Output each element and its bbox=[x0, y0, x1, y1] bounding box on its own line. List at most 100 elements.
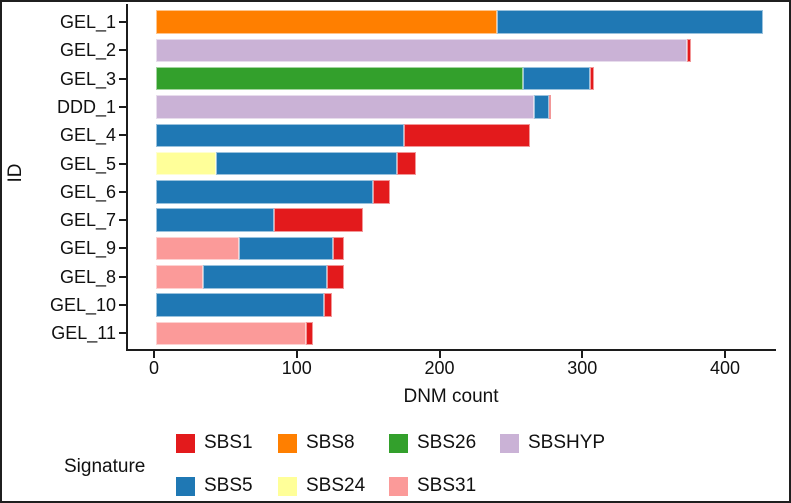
bar-GEL_2 bbox=[156, 38, 692, 63]
bar-segment-GEL_11-SBS31 bbox=[156, 321, 306, 346]
x-tick-mark-400 bbox=[724, 351, 726, 358]
legend-swatch-SBS24 bbox=[278, 476, 297, 496]
x-tick-mark-200 bbox=[438, 351, 441, 358]
x-axis-title: DNM count bbox=[403, 386, 499, 407]
bar-segment-GEL_9-SBS5 bbox=[238, 236, 333, 261]
legend-label-SBSHYP: SBSHYP bbox=[528, 432, 606, 453]
legend-label-SBS24: SBS24 bbox=[306, 475, 366, 496]
x-tick-label-200: 200 bbox=[424, 358, 455, 378]
legend-item-SBS8: SBS8 bbox=[278, 433, 355, 453]
bar-segment-DDD_1-SBS5 bbox=[534, 95, 549, 119]
y-tick-label-GEL_1: GEL_1 bbox=[59, 12, 116, 33]
legend-swatch-SBSHYP bbox=[500, 433, 519, 453]
bar-segment-GEL_8-SBS1 bbox=[327, 265, 345, 289]
y-tick-mark-GEL_9 bbox=[119, 247, 126, 250]
bar-segment-GEL_7-SBS1 bbox=[274, 208, 363, 232]
y-tick-mark-GEL_5 bbox=[119, 162, 126, 165]
bar-GEL_3 bbox=[156, 66, 595, 91]
bar-GEL_11 bbox=[156, 321, 313, 346]
bar-GEL_7 bbox=[156, 208, 363, 232]
legend-label-SBS1: SBS1 bbox=[204, 432, 253, 453]
x-tick-label-400: 400 bbox=[709, 358, 741, 378]
y-tick-label-GEL_3: GEL_3 bbox=[59, 68, 116, 89]
legend-label-SBS8: SBS8 bbox=[306, 432, 355, 453]
legend-item-SBSHYP: SBSHYP bbox=[500, 433, 605, 453]
y-tick-label-GEL_10: GEL_10 bbox=[49, 295, 116, 316]
legend-item-SBS24: SBS24 bbox=[278, 476, 365, 496]
bar-GEL_9 bbox=[156, 236, 345, 261]
bar-segment-DDD_1-SBSHYP bbox=[156, 95, 535, 119]
legend-item-SBS1: SBS1 bbox=[176, 433, 253, 453]
bar-segment-GEL_9-SBS31 bbox=[156, 236, 239, 261]
bar-segment-GEL_4-SBS5 bbox=[156, 123, 405, 147]
bar-GEL_1 bbox=[156, 10, 763, 34]
y-tick-label-GEL_9: GEL_9 bbox=[59, 238, 116, 259]
y-tick-mark-GEL_8 bbox=[119, 275, 126, 278]
legend-item-SBS31: SBS31 bbox=[389, 476, 476, 496]
bar-segment-GEL_6-SBS1 bbox=[372, 180, 391, 204]
bar-segment-GEL_9-SBS1 bbox=[332, 236, 345, 261]
bar-segment-GEL_1-SBS5 bbox=[497, 10, 763, 34]
x-tick-mark-0 bbox=[153, 351, 155, 358]
y-tick-mark-DDD_1 bbox=[119, 105, 126, 108]
bar-segment-GEL_5-SBS5 bbox=[215, 151, 398, 176]
bar-segment-GEL_1-SBS8 bbox=[156, 10, 498, 34]
y-tick-mark-GEL_10 bbox=[119, 304, 126, 307]
bar-segment-GEL_8-SBS5 bbox=[203, 265, 328, 289]
y-tick-label-GEL_7: GEL_7 bbox=[59, 210, 116, 231]
bar-segment-GEL_7-SBS5 bbox=[156, 208, 275, 232]
bar-GEL_8 bbox=[156, 265, 345, 289]
bar-GEL_5 bbox=[156, 151, 416, 176]
y-tick-label-GEL_8: GEL_8 bbox=[59, 266, 116, 287]
bar-GEL_10 bbox=[156, 293, 332, 317]
legend-swatch-SBS8 bbox=[278, 433, 297, 453]
legend-title: Signature bbox=[64, 456, 146, 477]
legend-swatch-SBS31 bbox=[389, 476, 408, 496]
y-tick-label-GEL_4: GEL_4 bbox=[59, 125, 116, 146]
legend-label-SBS5: SBS5 bbox=[204, 475, 253, 496]
y-tick-mark-GEL_7 bbox=[119, 219, 126, 222]
bar-segment-GEL_10-SBS5 bbox=[156, 293, 325, 317]
y-tick-mark-GEL_6 bbox=[119, 190, 126, 193]
legend-swatch-SBS26 bbox=[389, 433, 408, 453]
y-tick-mark-GEL_4 bbox=[119, 134, 126, 137]
bar-segment-GEL_5-SBS24 bbox=[156, 151, 216, 176]
bar-segment-GEL_8-SBS31 bbox=[156, 265, 204, 289]
y-tick-label-GEL_6: GEL_6 bbox=[59, 181, 116, 202]
legend-label-SBS26: SBS26 bbox=[417, 432, 477, 453]
y-tick-mark-GEL_3 bbox=[119, 77, 126, 80]
y-tick-mark-GEL_1 bbox=[119, 21, 126, 24]
bar-GEL_4 bbox=[156, 123, 530, 147]
bar-segment-GEL_5-SBS1 bbox=[397, 151, 416, 176]
bar-segment-DDD_1-SBS1 bbox=[548, 95, 552, 119]
bar-segment-GEL_2-SBSHYP bbox=[156, 38, 688, 63]
bar-DDD_1 bbox=[156, 95, 552, 119]
legend-label-SBS31: SBS31 bbox=[417, 475, 477, 496]
bar-segment-GEL_2-SBS1 bbox=[687, 38, 692, 63]
legend-swatch-SBS5 bbox=[176, 476, 195, 496]
y-tick-label-GEL_5: GEL_5 bbox=[59, 153, 116, 174]
bar-segment-GEL_3-SBS26 bbox=[156, 66, 523, 91]
bar-segment-GEL_3-SBS1 bbox=[589, 66, 595, 91]
x-tick-label-0: 0 bbox=[148, 358, 159, 378]
x-tick-label-300: 300 bbox=[567, 358, 598, 378]
plot-panel bbox=[126, 4, 776, 351]
bar-segment-GEL_6-SBS5 bbox=[156, 180, 373, 204]
x-tick-mark-100 bbox=[295, 351, 298, 358]
y-tick-mark-GEL_11 bbox=[119, 332, 126, 335]
bar-segment-GEL_11-SBS1 bbox=[305, 321, 313, 346]
bar-GEL_6 bbox=[156, 180, 391, 204]
legend-item-SBS26: SBS26 bbox=[389, 433, 476, 453]
x-tick-label-100: 100 bbox=[281, 358, 312, 378]
legend-item-SBS5: SBS5 bbox=[176, 476, 253, 496]
y-tick-mark-GEL_2 bbox=[119, 49, 126, 52]
y-tick-label-DDD_1: DDD_1 bbox=[56, 96, 116, 117]
bar-segment-GEL_10-SBS1 bbox=[324, 293, 332, 317]
bar-segment-GEL_3-SBS5 bbox=[522, 66, 590, 91]
legend-swatch-SBS1 bbox=[176, 433, 195, 453]
y-tick-label-GEL_2: GEL_2 bbox=[59, 40, 116, 61]
bar-segment-GEL_4-SBS1 bbox=[404, 123, 530, 147]
x-tick-mark-300 bbox=[581, 351, 584, 358]
y-tick-label-GEL_11: GEL_11 bbox=[51, 323, 116, 344]
